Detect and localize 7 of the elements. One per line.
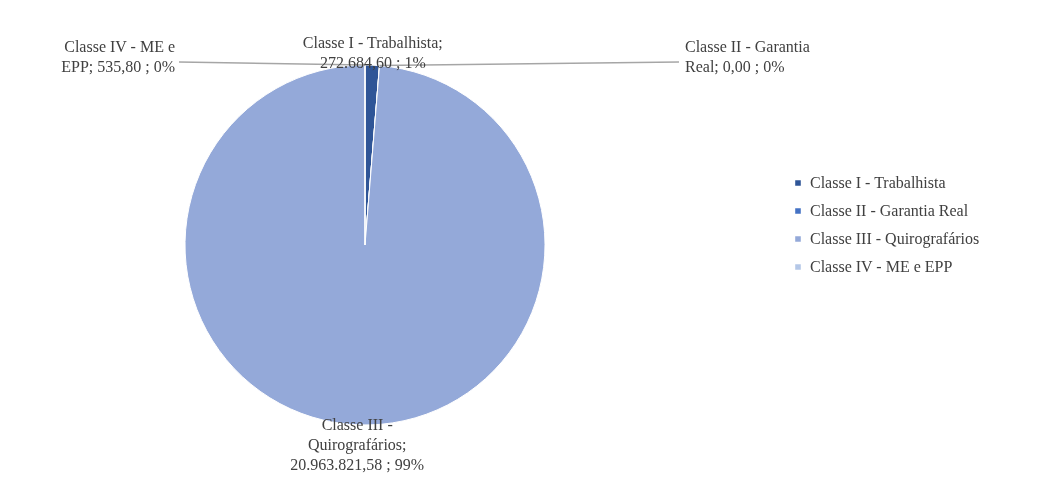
legend-label: Classe III - Quirografários — [810, 230, 980, 248]
legend-label: Classe II - Garantia Real — [810, 202, 969, 219]
legend-label: Classe IV - ME e EPP — [810, 258, 953, 275]
legend-label: Classe I - Trabalhista — [810, 174, 946, 191]
data-label: Classe I - Trabalhista; 272.684,60 ; 1% — [302, 34, 443, 72]
text: Classe II - Garantia Real; 0,00 ; 0% — [685, 38, 810, 75]
data-label: Classe IV - ME e EPP; 535,80 ; 0% — [61, 38, 175, 75]
